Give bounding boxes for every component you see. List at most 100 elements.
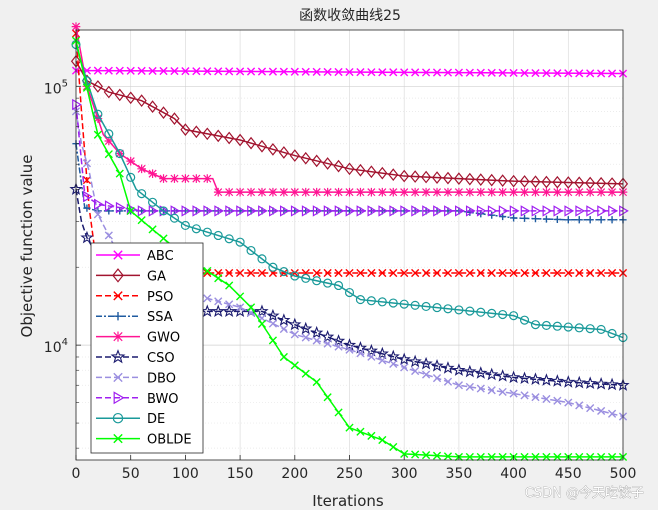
series-marker	[331, 334, 346, 347]
series-marker	[564, 69, 573, 78]
series-marker	[345, 345, 354, 354]
series-marker	[443, 187, 453, 197]
series-marker	[288, 317, 302, 331]
series-marker	[136, 94, 147, 108]
series-marker	[389, 442, 398, 452]
series-marker	[180, 123, 191, 137]
series-marker	[607, 409, 617, 418]
series-marker	[112, 331, 124, 342]
series-marker	[301, 369, 310, 378]
series-marker	[367, 352, 376, 361]
series-marker	[312, 187, 321, 197]
series-marker	[509, 268, 518, 278]
series-marker	[520, 268, 529, 278]
series-marker	[311, 154, 322, 168]
series-marker	[301, 205, 312, 217]
x-tick-label: 200	[281, 466, 308, 482]
series-marker	[586, 69, 595, 78]
series-marker	[553, 187, 562, 197]
series-marker	[411, 268, 420, 278]
series-marker	[455, 205, 465, 217]
series-marker	[279, 267, 289, 277]
series-marker	[432, 374, 442, 383]
series-marker	[356, 187, 365, 197]
series-marker	[235, 187, 245, 197]
series-marker	[585, 324, 595, 334]
series-marker	[607, 452, 617, 462]
series-marker	[126, 172, 136, 182]
series-marker	[115, 66, 124, 75]
series-marker	[279, 205, 290, 217]
series-marker	[290, 361, 299, 370]
series-marker	[268, 67, 278, 76]
y-tick-base: 10	[44, 81, 62, 97]
series-marker	[268, 319, 278, 328]
series-marker	[279, 324, 288, 334]
series-marker	[432, 303, 442, 313]
series-marker	[476, 68, 485, 77]
series-marker	[312, 67, 321, 76]
series-marker	[333, 159, 344, 173]
series-marker	[169, 112, 180, 125]
series-marker	[367, 205, 378, 217]
series-marker	[258, 205, 268, 217]
series-marker	[465, 187, 475, 197]
series-marker	[334, 268, 343, 278]
series-marker	[159, 66, 168, 76]
series-marker	[509, 68, 518, 78]
series-marker	[487, 68, 496, 77]
series-marker	[269, 205, 279, 217]
series-marker	[367, 68, 376, 77]
series-marker	[553, 396, 562, 405]
x-tick-label: 300	[391, 466, 418, 482]
x-tick-label: 100	[172, 466, 199, 482]
series-marker	[364, 343, 379, 357]
series-marker	[410, 187, 420, 197]
series-marker	[586, 216, 594, 224]
series-marker	[114, 88, 125, 102]
series-marker	[389, 268, 398, 278]
series-marker	[345, 67, 354, 77]
series-marker	[574, 187, 584, 197]
legend-label: SSA	[147, 310, 173, 325]
series-marker	[487, 268, 496, 278]
series-marker	[353, 341, 368, 354]
series-marker	[112, 412, 124, 424]
series-marker	[225, 205, 236, 217]
series-marker	[80, 230, 94, 244]
series-marker	[236, 292, 245, 301]
series-marker	[246, 67, 256, 76]
series-marker	[115, 169, 124, 178]
series-marker	[126, 66, 135, 75]
series-marker	[301, 333, 310, 342]
series-marker	[344, 287, 355, 298]
series-line	[75, 189, 624, 386]
series-marker	[148, 197, 158, 207]
series-marker	[388, 168, 399, 181]
series-marker	[202, 227, 212, 237]
legend-entry: PSO	[96, 290, 173, 305]
legend-label: OBLDE	[147, 433, 192, 448]
series-marker	[498, 268, 507, 278]
legend-label: GWO	[147, 331, 180, 346]
series-marker	[235, 133, 246, 147]
series-de	[71, 39, 628, 343]
series-marker	[278, 146, 289, 159]
y-tick-label: 104	[44, 337, 68, 356]
series-marker	[420, 170, 432, 184]
series-marker	[159, 205, 170, 217]
series-marker	[531, 268, 540, 278]
series-marker	[255, 304, 269, 318]
series-marker	[517, 371, 532, 385]
series-marker	[431, 171, 443, 184]
series-marker	[564, 398, 573, 407]
series-marker	[454, 268, 463, 278]
series-marker	[83, 190, 93, 203]
legend: ABC GA PSO SSA GWO CSO DBO BWO DE OBLDE	[90, 242, 204, 454]
series-marker	[236, 67, 245, 76]
series-marker	[170, 174, 179, 183]
series-marker	[520, 205, 531, 217]
series-marker	[323, 187, 332, 197]
series-marker	[214, 67, 223, 76]
series-marker	[519, 175, 530, 188]
